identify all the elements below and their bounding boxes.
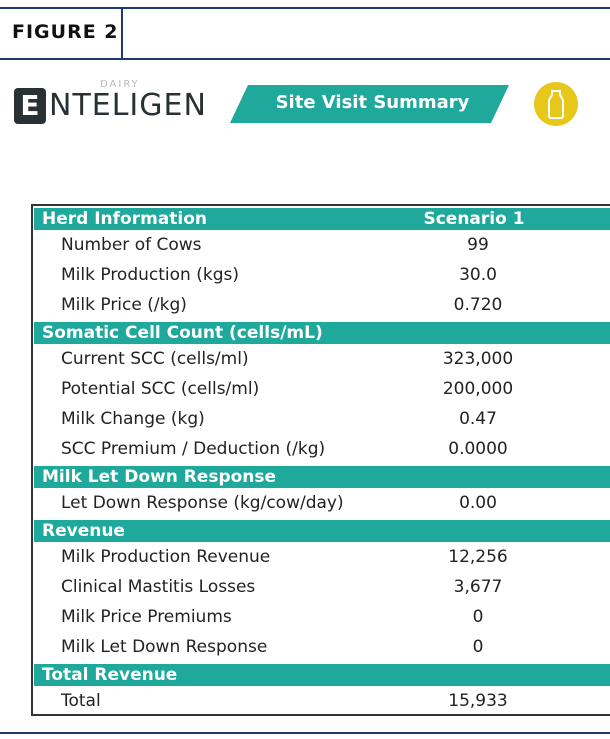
section-title: Milk Let Down Response xyxy=(42,467,277,487)
row-value: 15,933 xyxy=(448,691,508,711)
logo-small: DAIRY xyxy=(100,79,140,90)
column-header: Scenario 1 xyxy=(423,209,525,229)
row-label: Number of Cows xyxy=(61,235,202,255)
table-left-border xyxy=(31,204,33,716)
row-label: Total xyxy=(61,691,101,711)
bottom-rule xyxy=(0,732,610,734)
section-header: Herd Information Scenario 1 xyxy=(34,208,610,230)
figure-label: FIGURE 2 xyxy=(12,21,119,43)
row-label: Potential SCC (cells/ml) xyxy=(61,379,260,399)
row-label: Milk Change (kg) xyxy=(61,409,205,429)
logo-initial: E xyxy=(14,88,46,124)
row-label: Milk Production (kgs) xyxy=(61,265,239,285)
section-title: Somatic Cell Count (cells/mL) xyxy=(42,323,323,343)
row-label: Clinical Mastitis Losses xyxy=(61,577,256,597)
row-label: SCC Premium / Deduction (/kg) xyxy=(61,439,326,459)
milk-icon xyxy=(534,82,578,126)
row-value: 3,677 xyxy=(453,577,503,597)
banner-title: Site Visit Summary xyxy=(275,92,470,113)
section-title: Revenue xyxy=(42,521,125,541)
row-label: Current SCC (cells/ml) xyxy=(61,349,249,369)
section-title: Total Revenue xyxy=(42,665,178,685)
header-divider xyxy=(121,8,123,59)
section-header: Revenue xyxy=(34,520,610,542)
logo-rest: NTELIGEN xyxy=(49,88,207,123)
row-value: 200,000 xyxy=(442,379,514,399)
row-label: Milk Production Revenue xyxy=(61,547,271,567)
row-value: 323,000 xyxy=(442,349,514,369)
header-rule xyxy=(0,58,610,60)
section-header: Total Revenue xyxy=(34,664,610,686)
row-value: 99 xyxy=(467,235,489,255)
row-value: 0.47 xyxy=(459,409,497,429)
banner-shape xyxy=(230,85,509,123)
row-value: 0 xyxy=(472,637,484,657)
top-rule xyxy=(0,7,610,9)
row-label: Milk Let Down Response xyxy=(61,637,268,657)
row-value: 0.720 xyxy=(453,295,503,315)
table-top-border xyxy=(31,204,610,206)
row-value: 0.0000 xyxy=(448,439,508,459)
section-header: Somatic Cell Count (cells/mL) xyxy=(34,322,610,344)
row-value: 0.00 xyxy=(459,493,497,513)
section-title: Herd Information xyxy=(42,209,208,229)
row-value: 0 xyxy=(472,607,484,627)
row-value: 12,256 xyxy=(448,547,508,567)
row-value: 30.0 xyxy=(459,265,497,285)
section-header: Milk Let Down Response xyxy=(34,466,610,488)
table-bottom-border xyxy=(31,714,610,716)
row-label: Milk Price (/kg) xyxy=(61,295,187,315)
row-label: Milk Price Premiums xyxy=(61,607,232,627)
row-label: Let Down Response (kg/cow/day) xyxy=(61,493,344,513)
